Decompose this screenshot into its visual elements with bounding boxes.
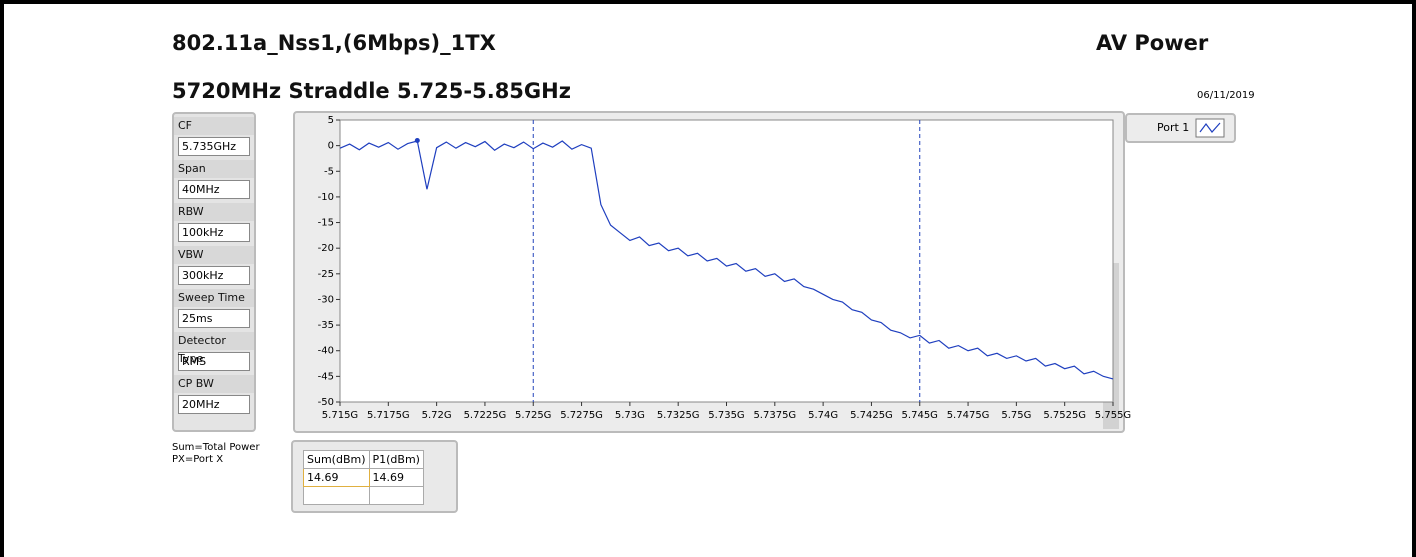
cell: 14.69 (303, 468, 370, 487)
header-cell: Sum(dBm) (303, 450, 370, 469)
row: 14.69 14.69 (303, 468, 424, 487)
header-cell: P1(dBm) (368, 450, 424, 469)
setting-value: 25ms (178, 309, 250, 328)
legend-icon (1195, 118, 1225, 138)
setting-label: CF (174, 117, 254, 135)
legend[interactable]: Port 1 (1125, 113, 1236, 143)
setting-value: RMS (178, 352, 250, 371)
subtitle: 5720MHz Straddle 5.725-5.85GHz (172, 79, 571, 103)
setting-label: Span (174, 160, 254, 178)
right-title: AV Power (1096, 31, 1209, 55)
setting-label: Detector Type (174, 332, 254, 365)
setting-label: CP BW (174, 375, 254, 393)
date: 06/11/2019 (1197, 90, 1255, 101)
setting-value: 5.735GHz (178, 137, 250, 156)
note: PX=Port X (172, 454, 224, 465)
setting-value: 20MHz (178, 395, 250, 414)
cell (303, 486, 370, 505)
header-row: Sum(dBm) P1(dBm) (303, 450, 424, 469)
cell: 14.69 (368, 468, 424, 487)
setting-value: 40MHz (178, 180, 250, 199)
setting-value: 300kHz (178, 266, 250, 285)
cell (368, 486, 424, 505)
scroll-area (1103, 263, 1119, 429)
setting-label: Sweep Time (174, 289, 254, 307)
notes: Sum=Total Power PX=Port X (172, 442, 260, 466)
result-table: Sum(dBm) P1(dBm) 14.69 14.69 (303, 450, 424, 505)
setting-label: VBW (174, 246, 254, 264)
setting-label: RBW (174, 203, 254, 221)
chart-panel (293, 111, 1125, 433)
setting-value: 100kHz (178, 223, 250, 242)
note: Sum=Total Power (172, 442, 260, 453)
table-panel: Sum(dBm) P1(dBm) 14.69 14.69 (291, 440, 458, 513)
settings-panel: CF 5.735GHz Span 40MHz RBW 100kHz VBW 300kHz Swe… (172, 112, 256, 432)
title: 802.11a_Nss1,(6Mbps)_1TX (172, 31, 496, 55)
legend-swatch (1199, 122, 1221, 133)
legend-label: Port 1 (1157, 121, 1190, 134)
row (303, 486, 424, 505)
